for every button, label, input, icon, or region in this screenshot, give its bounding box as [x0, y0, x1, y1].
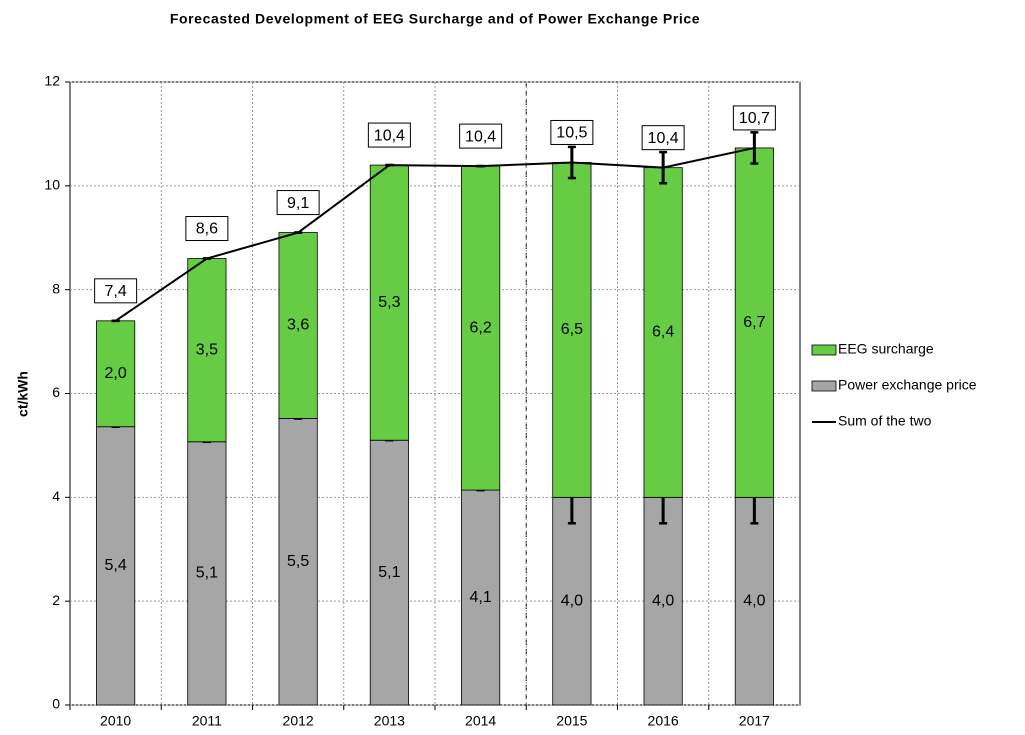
value-label: 10,7 — [739, 110, 770, 127]
x-tick-label: 2013 — [374, 713, 405, 729]
bar-segment — [552, 162, 592, 498]
error-bar — [659, 150, 668, 185]
value-label: 3,5 — [196, 341, 218, 358]
bar-segment — [96, 320, 136, 428]
bar-segment — [734, 496, 774, 706]
value-label-box — [641, 125, 685, 151]
value-label: 10,5 — [556, 125, 587, 142]
value-label: 4,0 — [743, 592, 765, 609]
x-tick-label: 2015 — [556, 713, 587, 729]
x-tick-label: 2012 — [283, 713, 314, 729]
value-label: 10,4 — [465, 128, 496, 145]
value-label-box — [459, 123, 503, 149]
value-label: 3,6 — [287, 317, 309, 334]
value-label: 6,5 — [561, 321, 583, 338]
bar-segment — [187, 258, 227, 443]
value-label-box — [276, 190, 320, 216]
y-axis-label: ct/kWh — [15, 371, 31, 417]
bar-segment — [369, 164, 409, 441]
value-label-box — [94, 278, 138, 304]
x-tick-label: 2017 — [739, 713, 770, 729]
value-label: 4,0 — [652, 592, 674, 609]
value-label: 8,6 — [196, 221, 218, 238]
y-tick-label: 2 — [52, 592, 60, 608]
legend-swatch — [811, 344, 837, 356]
legend-label: EEG surcharge — [838, 341, 934, 357]
value-label: 7,4 — [105, 283, 127, 300]
y-tick-label: 6 — [52, 384, 60, 400]
legend-label: Sum of the two — [838, 413, 932, 429]
legend-label: Power exchange price — [838, 377, 977, 393]
y-tick-label: 12 — [44, 73, 60, 89]
value-label: 10,4 — [648, 130, 679, 147]
bar-segment — [734, 147, 774, 498]
sum-line — [115, 146, 755, 322]
value-label-box — [185, 216, 229, 242]
bar-segment — [643, 167, 683, 498]
x-tick-label: 2016 — [648, 713, 679, 729]
x-tick-label: 2010 — [100, 713, 131, 729]
error-bar — [750, 131, 759, 165]
value-label: 5,1 — [378, 564, 400, 581]
x-tick-label: 2011 — [192, 713, 222, 729]
bar-segment — [96, 426, 136, 706]
bar-segment — [278, 232, 318, 419]
y-tick-label: 4 — [52, 488, 60, 504]
value-label: 4,1 — [470, 589, 492, 606]
bar-segment — [552, 496, 592, 706]
value-label-box — [550, 119, 594, 145]
bar-segment — [461, 165, 501, 491]
chart-title: Forecasted Development of EEG Surcharge … — [170, 11, 700, 27]
value-label: 5,4 — [105, 557, 127, 574]
bar-segment — [369, 439, 409, 706]
value-label: 2,0 — [105, 365, 127, 382]
x-tick-label: 2014 — [465, 713, 496, 729]
bar-segment — [278, 418, 318, 706]
value-label: 5,5 — [287, 553, 309, 570]
y-tick-label: 10 — [44, 177, 60, 193]
value-label: 10,4 — [374, 127, 405, 144]
bar-segment — [187, 441, 227, 706]
value-label-box — [732, 105, 776, 131]
value-label-box — [367, 122, 411, 148]
legend-swatch — [811, 380, 837, 392]
value-label: 5,1 — [196, 565, 218, 582]
bar-segment — [643, 496, 683, 706]
y-tick-label: 8 — [52, 280, 60, 296]
value-label: 9,1 — [287, 195, 309, 212]
value-label: 6,2 — [470, 319, 492, 336]
value-label: 5,3 — [378, 294, 400, 311]
value-label: 4,0 — [561, 592, 583, 609]
value-label: 6,7 — [743, 314, 765, 331]
y-tick-label: 0 — [52, 696, 60, 712]
value-label: 6,4 — [652, 324, 674, 341]
error-bar — [567, 145, 576, 180]
